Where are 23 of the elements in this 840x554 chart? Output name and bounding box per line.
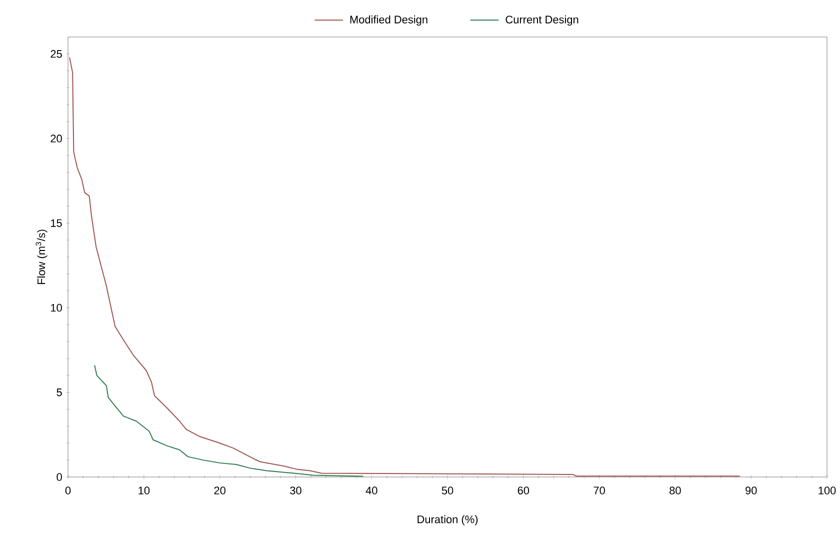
x-tick-label: 70 (594, 486, 605, 494)
x-tick-label: 90 (746, 486, 757, 494)
x-tick-label: 20 (214, 486, 226, 494)
line-series (94, 364, 364, 477)
x-tick-label: 40 (366, 486, 378, 494)
legend-label: Modified Design (350, 15, 428, 26)
legend-label: Current Design (506, 15, 578, 26)
x-tick-label: 60 (518, 486, 530, 494)
x-tick-label: 30 (290, 486, 302, 494)
x-tick-label: 100 (818, 486, 836, 494)
y-tick-label: 20 (50, 134, 62, 142)
y-tick-label: 5 (56, 388, 62, 396)
x-tick-label: 10 (138, 486, 150, 494)
y-tick-label: 0 (56, 473, 62, 481)
x-axis-title: Duration (%) (418, 515, 478, 526)
x-tick-label: 50 (442, 486, 454, 494)
x-tick-label: 0 (65, 486, 71, 494)
x-tick-label: 80 (670, 486, 681, 494)
y-tick-label: 10 (51, 304, 62, 312)
line-series (69, 56, 740, 477)
y-tick-label: 15 (51, 219, 62, 227)
y-axis-title: Flow (m$^{3}$/s) (36, 230, 48, 284)
y-tick-label: 25 (50, 50, 62, 58)
